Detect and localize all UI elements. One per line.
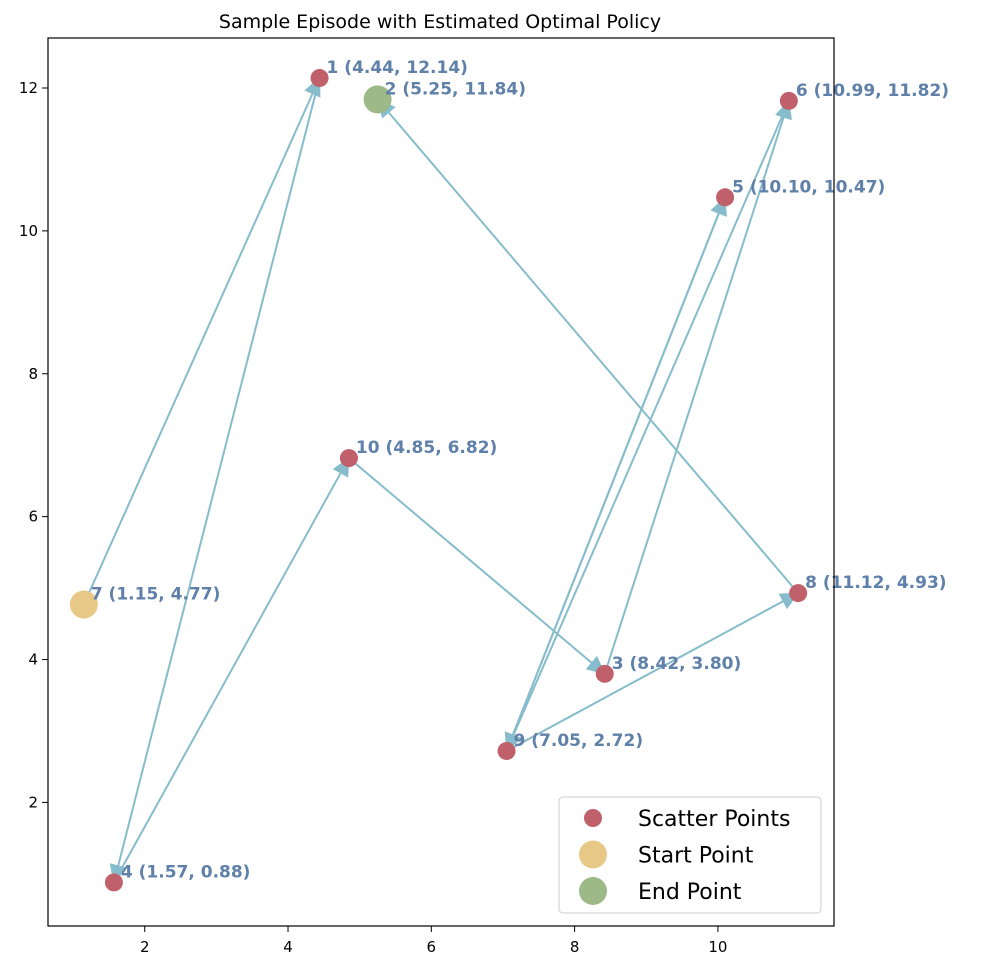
point-label: 1 (4.44, 12.14) <box>327 58 468 78</box>
point-label: 9 (7.05, 2.72) <box>514 731 644 751</box>
chart-title: Sample Episode with Estimated Optimal Po… <box>219 11 661 33</box>
y-tick-label: 10 <box>19 222 38 240</box>
start-point <box>69 590 98 619</box>
path-arrows <box>82 76 800 884</box>
y-tick-label: 2 <box>28 793 38 811</box>
plot-frame <box>47 37 835 927</box>
point-label: 5 (10.10, 10.47) <box>732 177 885 197</box>
scatter-point <box>716 188 735 207</box>
scatter-point <box>104 873 123 892</box>
legend: Scatter Points Start Point End Point <box>558 796 822 914</box>
arrow-line <box>512 100 790 736</box>
point-label: 2 (5.25, 11.84) <box>385 79 526 99</box>
arrow-line <box>603 116 785 675</box>
scatter-point <box>310 69 329 88</box>
x-axis: 2 4 6 8 10 <box>140 926 727 956</box>
y-axis: 2 4 6 8 10 12 <box>19 79 48 811</box>
scatter-point <box>789 584 808 603</box>
arrow-line <box>506 600 784 752</box>
arrow-line <box>387 111 799 594</box>
x-tick-label: 6 <box>427 938 437 956</box>
y-tick-label: 12 <box>19 79 38 97</box>
point-label: 6 (10.99, 11.82) <box>796 81 949 101</box>
y-tick-label: 8 <box>28 365 38 383</box>
scatter-point <box>779 91 798 110</box>
x-tick-label: 4 <box>283 938 293 956</box>
path-arrow <box>109 77 321 884</box>
path-arrow <box>82 76 321 605</box>
arrow-line <box>348 457 593 664</box>
legend-start-label: Start Point <box>638 844 754 869</box>
point-label: 7 (1.15, 4.77) <box>91 585 221 605</box>
arrow-line <box>117 77 321 867</box>
legend-box <box>558 796 822 914</box>
legend-end-marker <box>579 877 607 905</box>
point-label: 10 (4.85, 6.82) <box>356 438 497 458</box>
path-arrow <box>376 98 799 594</box>
path-arrow <box>113 457 350 883</box>
point-label: 3 (8.42, 3.80) <box>612 654 742 674</box>
legend-scatter-marker <box>584 809 602 827</box>
arrow-line <box>505 212 720 752</box>
x-tick-label: 2 <box>140 938 150 956</box>
scatter-point <box>595 664 614 683</box>
data-points <box>69 69 808 892</box>
end-point <box>363 85 392 114</box>
arrow-line <box>82 93 314 605</box>
legend-scatter-label: Scatter Points <box>638 807 790 832</box>
y-tick-label: 4 <box>28 651 38 669</box>
scatter-point <box>339 449 358 468</box>
arrow-line <box>113 472 342 883</box>
point-labels: 1 (4.44, 12.14)2 (5.25, 11.84) 3 (8.42, 3… <box>91 58 949 882</box>
point-label: 4 (1.57, 0.88) <box>121 862 251 882</box>
legend-start-marker <box>579 840 607 869</box>
scatter-point <box>497 741 516 760</box>
legend-end-label: End Point <box>638 880 742 905</box>
point-label: 8 (11.12, 4.93) <box>805 573 946 593</box>
y-tick-label: 6 <box>28 508 38 526</box>
x-tick-label: 10 <box>708 938 727 956</box>
x-tick-label: 8 <box>570 938 580 956</box>
path-arrow <box>348 457 606 675</box>
